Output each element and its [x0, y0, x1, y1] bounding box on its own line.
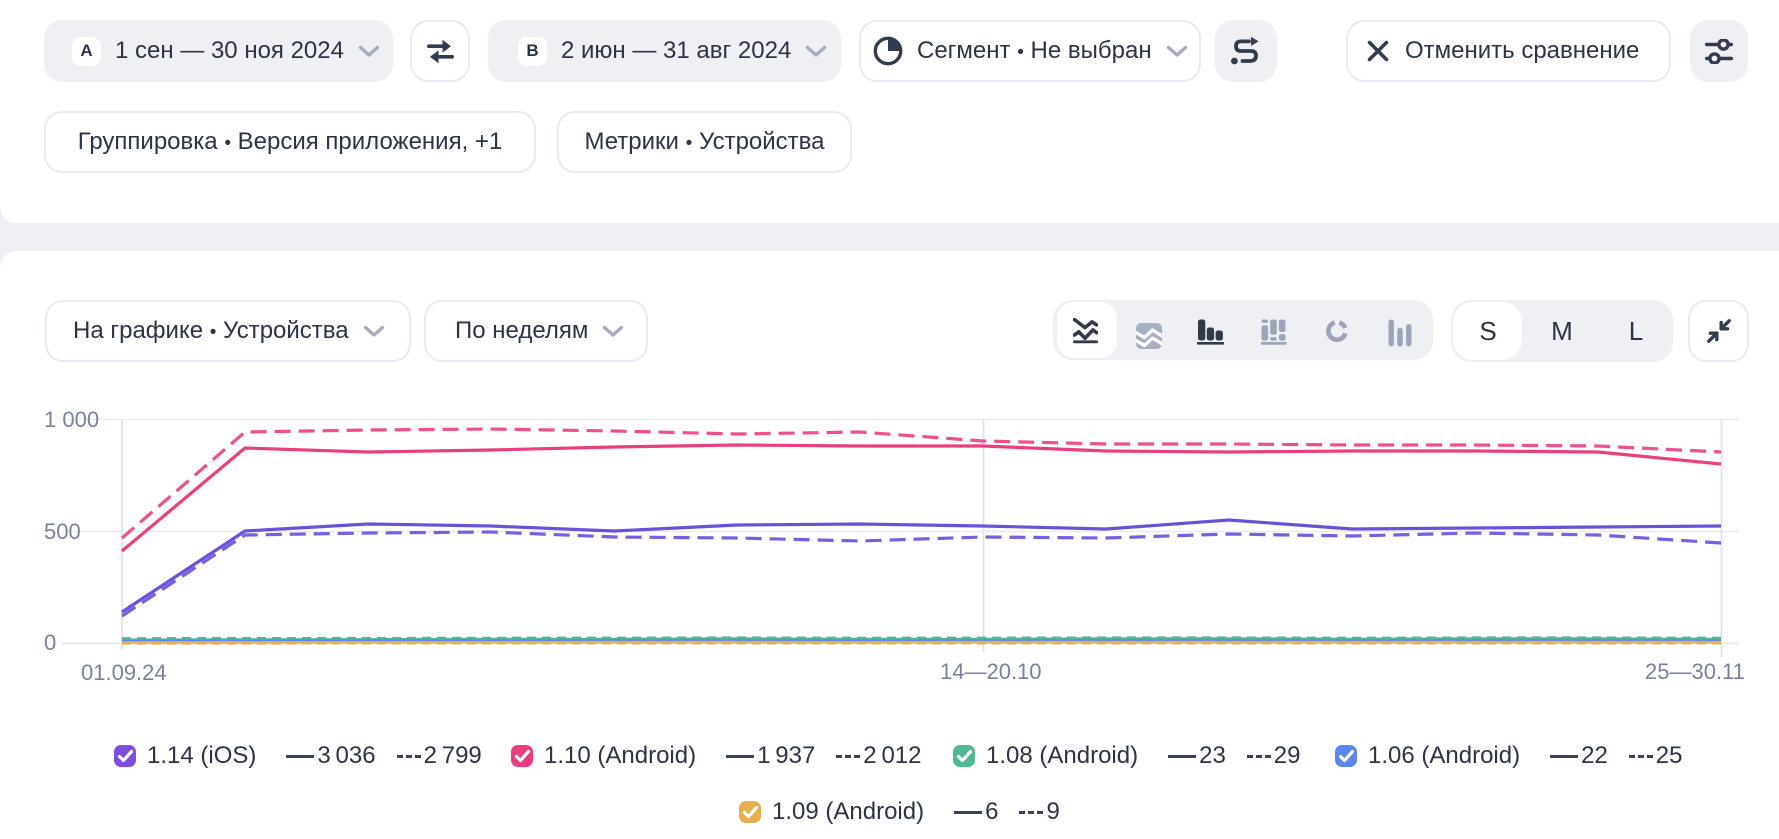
svg-text:500: 500 [44, 519, 81, 544]
svg-text:25—30.11: 25—30.11 [1645, 659, 1745, 684]
svg-text:01.09.24: 01.09.24 [81, 660, 167, 685]
svg-text:1 000: 1 000 [44, 407, 99, 432]
svg-text:0: 0 [44, 630, 56, 655]
svg-text:14—20.10: 14—20.10 [940, 659, 1042, 684]
